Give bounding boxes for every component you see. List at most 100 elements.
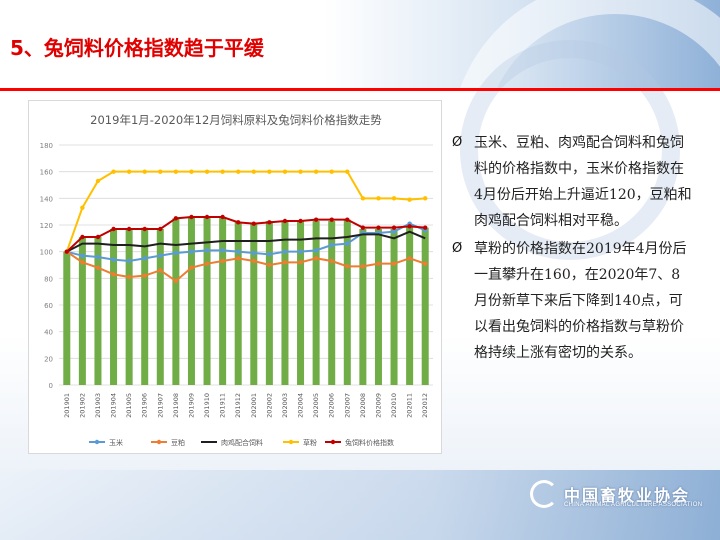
data-point (251, 250, 256, 256)
legend-label: 草粉 (303, 438, 317, 447)
arrow-bullet-icon: Ø (452, 241, 463, 256)
bar (94, 237, 102, 385)
data-point (423, 261, 428, 266)
data-point (64, 249, 69, 254)
legend-marker (156, 439, 162, 445)
x-tick-label: 201903 (94, 393, 102, 418)
data-point (95, 234, 101, 240)
data-point (329, 169, 334, 174)
bar (421, 227, 429, 385)
data-point (189, 249, 194, 254)
data-point (298, 169, 303, 174)
data-point (423, 196, 428, 201)
data-point (173, 278, 179, 284)
bar (219, 217, 227, 385)
data-point (345, 217, 350, 222)
bar (359, 229, 367, 385)
x-tick-label: 201910 (203, 393, 211, 418)
legend-label: 肉鸡配合饲料 (221, 438, 263, 447)
x-tick-label: 202008 (359, 393, 367, 418)
data-point (80, 205, 85, 210)
y-tick-label: 100 (40, 249, 53, 257)
data-point (251, 258, 256, 264)
data-point (407, 197, 412, 202)
chart-title: 2019年1月-2020年12月饲料原料及兔饲料价格指数走势 (90, 113, 382, 127)
data-point (204, 169, 210, 174)
x-tick-label: 201906 (141, 393, 149, 418)
x-tick-label: 201908 (172, 393, 180, 418)
data-point (158, 226, 163, 232)
data-point (80, 234, 85, 240)
data-point (173, 169, 179, 174)
bar (78, 237, 86, 385)
data-point (407, 256, 412, 261)
legend-label: 兔饲料价格指数 (345, 438, 394, 447)
data-point (282, 260, 288, 265)
bar (343, 219, 351, 385)
data-point (236, 256, 241, 261)
x-tick-label: 201911 (219, 393, 227, 418)
chart-svg: 2019年1月-2020年12月饲料原料及兔饲料价格指数走势 0 20 40 60 80… (40, 113, 433, 447)
legend-marker (330, 439, 336, 445)
x-tick-label: 201904 (110, 393, 118, 418)
bar (250, 223, 258, 385)
data-point (220, 214, 225, 220)
x-tick-label: 202006 (328, 393, 336, 418)
bullet-list: Ø 玉米、豆粕、肉鸡配合饲料和兔饲料的价格指数中，玉米价格指数在4月份后开始上升… (452, 130, 692, 368)
data-point (391, 229, 397, 234)
data-point (329, 217, 334, 222)
x-tick-label: 201909 (187, 393, 195, 418)
data-point (126, 274, 132, 280)
data-point (345, 264, 350, 269)
data-point (173, 250, 179, 256)
data-point (423, 225, 428, 230)
org-logo: 中国畜牧业协会 CHINA ANIMAL AGRICULTURE ASSOCIA… (530, 478, 710, 518)
data-point (251, 221, 256, 226)
y-tick-label: 120 (40, 222, 53, 230)
x-tick-label: 202010 (390, 393, 398, 418)
bar (156, 229, 164, 385)
data-point (158, 268, 163, 273)
x-tick-label: 202005 (312, 393, 320, 418)
bar (390, 229, 398, 385)
bar (110, 229, 118, 385)
y-tick-label: 160 (40, 169, 53, 177)
data-point (329, 258, 334, 264)
x-tick-label: 201902 (78, 393, 86, 418)
data-point (204, 248, 210, 253)
data-point (391, 196, 397, 201)
data-point (345, 169, 350, 174)
data-point (236, 169, 241, 174)
data-point (111, 169, 116, 174)
data-point (376, 196, 381, 201)
data-point (360, 264, 366, 269)
series-line (65, 170, 426, 253)
data-point (282, 249, 288, 254)
logo-swoosh-icon (530, 480, 558, 508)
bullet-item: Ø 玉米、豆粕、肉鸡配合饲料和兔饲料的价格指数中，玉米价格指数在4月份后开始上升… (452, 130, 692, 234)
data-point (80, 260, 85, 265)
y-tick-label: 20 (44, 355, 53, 363)
x-tick-label: 202012 (421, 393, 429, 418)
data-point (189, 169, 194, 174)
data-point (95, 254, 101, 260)
data-point (298, 260, 303, 265)
bar (234, 222, 242, 385)
bar (265, 221, 273, 385)
data-point (220, 169, 225, 174)
bar (374, 229, 382, 385)
y-tick-label: 140 (40, 195, 53, 203)
data-point (391, 261, 397, 266)
data-point (376, 225, 381, 230)
data-point (282, 218, 288, 224)
legend-marker (288, 439, 294, 445)
data-point (204, 214, 210, 220)
data-point (189, 265, 194, 270)
data-point (189, 214, 194, 220)
data-point (282, 169, 288, 174)
data-point (173, 216, 179, 221)
title-divider (0, 88, 720, 91)
data-point (204, 261, 210, 266)
bar (312, 221, 320, 385)
bar (203, 217, 211, 385)
